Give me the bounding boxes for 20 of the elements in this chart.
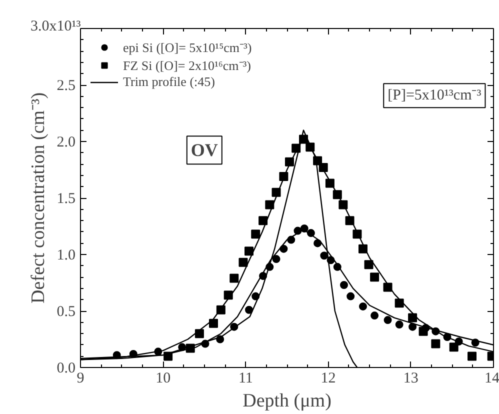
annotation: [P]=5x10¹³cm⁻³ <box>388 88 482 104</box>
x-tick-label: 11 <box>238 370 253 386</box>
y-tick-label: 0.0 <box>56 360 76 376</box>
y-tick-label: 2.0 <box>56 134 76 150</box>
y-axis-title: Defect concentration (cm⁻³) <box>28 92 49 304</box>
y-tick-label: 0.5 <box>56 304 76 320</box>
x-tick-label: 10 <box>156 370 171 386</box>
y-tick-label: 2.5 <box>56 78 76 94</box>
x-tick-label: 14 <box>484 370 499 386</box>
annotation: 3.0x10¹³ <box>30 18 82 34</box>
y-tick-label: 1.5 <box>56 191 76 207</box>
legend-label: FZ Si ([O]= 2x10¹⁶cm⁻³) <box>123 57 252 74</box>
annotation: OV <box>190 140 218 160</box>
x-tick-label: 12 <box>320 370 336 386</box>
x-tick-label: 13 <box>403 370 418 386</box>
y-tick-label: 1.0 <box>56 248 76 264</box>
x-axis-title: Depth (μm) <box>242 390 332 412</box>
legend-label: Trim profile (:45) <box>123 74 215 90</box>
x-tick-label: 9 <box>76 370 84 386</box>
legend-label: epi Si ([O]= 5x10¹⁵cm⁻³) <box>123 39 252 56</box>
